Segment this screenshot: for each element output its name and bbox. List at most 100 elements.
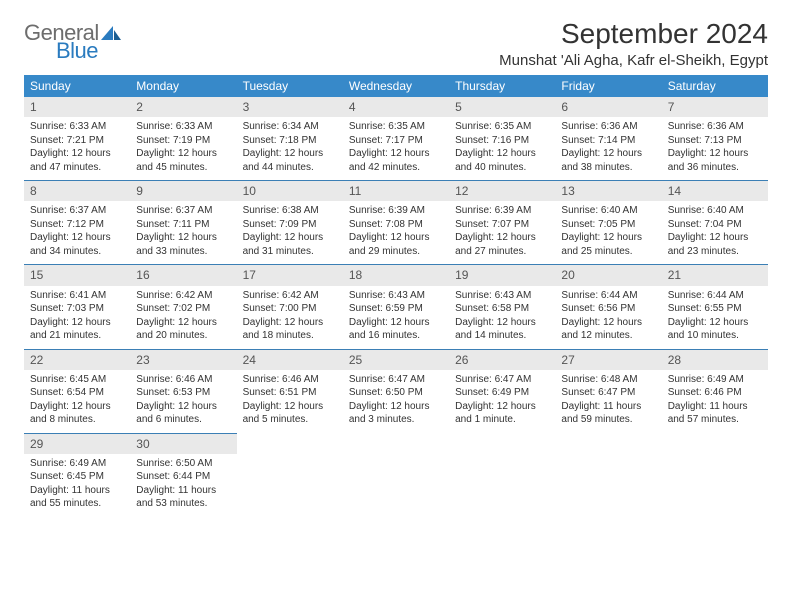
calendar-day-cell: 5Sunrise: 6:35 AMSunset: 7:16 PMDaylight… — [449, 97, 555, 181]
daylight-text: Daylight: 12 hours — [243, 231, 337, 245]
calendar-day-cell: 26Sunrise: 6:47 AMSunset: 6:49 PMDayligh… — [449, 349, 555, 433]
calendar-day-cell: 3Sunrise: 6:34 AMSunset: 7:18 PMDaylight… — [237, 97, 343, 181]
day-number: 6 — [555, 97, 661, 117]
sunset-text: Sunset: 7:19 PM — [136, 134, 230, 148]
sunrise-text: Sunrise: 6:37 AM — [30, 204, 124, 218]
calendar-day-cell: 9Sunrise: 6:37 AMSunset: 7:11 PMDaylight… — [130, 181, 236, 265]
sunset-text: Sunset: 6:46 PM — [668, 386, 762, 400]
day-number: 17 — [237, 265, 343, 285]
day-number: 30 — [130, 434, 236, 454]
daylight-text: Daylight: 12 hours — [349, 316, 443, 330]
calendar-day-cell: 30Sunrise: 6:50 AMSunset: 6:44 PMDayligh… — [130, 433, 236, 517]
day-number: 5 — [449, 97, 555, 117]
daylight-text: Daylight: 12 hours — [455, 316, 549, 330]
daylight-text: and 18 minutes. — [243, 329, 337, 343]
day-number: 29 — [24, 434, 130, 454]
col-monday: Monday — [130, 75, 236, 97]
day-number: 13 — [555, 181, 661, 201]
daylight-text: Daylight: 12 hours — [136, 316, 230, 330]
day-number: 8 — [24, 181, 130, 201]
day-number: 10 — [237, 181, 343, 201]
sunrise-text: Sunrise: 6:37 AM — [136, 204, 230, 218]
daylight-text: and 25 minutes. — [561, 245, 655, 259]
sunrise-text: Sunrise: 6:41 AM — [30, 289, 124, 303]
sunset-text: Sunset: 7:04 PM — [668, 218, 762, 232]
day-number: 18 — [343, 265, 449, 285]
col-friday: Friday — [555, 75, 661, 97]
sunrise-text: Sunrise: 6:45 AM — [30, 373, 124, 387]
day-number: 23 — [130, 350, 236, 370]
sunset-text: Sunset: 7:13 PM — [668, 134, 762, 148]
calendar-table: Sunday Monday Tuesday Wednesday Thursday… — [24, 75, 768, 517]
sunset-text: Sunset: 7:00 PM — [243, 302, 337, 316]
calendar-week-row: 22 Sunrise: 6:45 AMSunset: 6:54 PM Dayligh… — [24, 349, 768, 433]
sunrise-text: Sunrise: 6:34 AM — [243, 120, 337, 134]
sunrise-text: Sunrise: 6:33 AM — [136, 120, 230, 134]
sunset-text: Sunset: 7:03 PM — [30, 302, 124, 316]
sunset-text: Sunset: 7:09 PM — [243, 218, 337, 232]
sunset-text: Sunset: 6:49 PM — [455, 386, 549, 400]
sunrise-text: Sunrise: 6:50 AM — [136, 457, 230, 471]
daylight-text: and 14 minutes. — [455, 329, 549, 343]
daylight-text: Daylight: 12 hours — [349, 147, 443, 161]
daylight-text: and 55 minutes. — [30, 497, 124, 511]
calendar-day-cell: 8Sunrise: 6:37 AMSunset: 7:12 PMDaylight… — [24, 181, 130, 265]
sunrise-text: Sunrise: 6:43 AM — [349, 289, 443, 303]
day-number: 1 — [24, 97, 130, 117]
day-number: 2 — [130, 97, 236, 117]
daylight-text: and 34 minutes. — [30, 245, 124, 259]
daylight-text: and 33 minutes. — [136, 245, 230, 259]
sunset-text: Sunset: 7:18 PM — [243, 134, 337, 148]
daylight-text: and 20 minutes. — [136, 329, 230, 343]
daylight-text: Daylight: 12 hours — [668, 147, 762, 161]
daylight-text: and 10 minutes. — [668, 329, 762, 343]
daylight-text: Daylight: 12 hours — [243, 400, 337, 414]
daylight-text: and 1 minute. — [455, 413, 549, 427]
daylight-text: Daylight: 12 hours — [30, 231, 124, 245]
sunset-text: Sunset: 6:51 PM — [243, 386, 337, 400]
daylight-text: and 23 minutes. — [668, 245, 762, 259]
calendar-day-cell — [237, 433, 343, 517]
location-text: Munshat 'Ali Agha, Kafr el-Sheikh, Egypt — [499, 52, 768, 69]
daylight-text: and 38 minutes. — [561, 161, 655, 175]
logo-text-blue: Blue — [24, 40, 121, 62]
calendar-day-cell — [555, 433, 661, 517]
daylight-text: Daylight: 11 hours — [668, 400, 762, 414]
sunrise-text: Sunrise: 6:36 AM — [561, 120, 655, 134]
sunset-text: Sunset: 6:54 PM — [30, 386, 124, 400]
daylight-text: and 45 minutes. — [136, 161, 230, 175]
daylight-text: and 44 minutes. — [243, 161, 337, 175]
calendar-day-cell: 1Sunrise: 6:33 AMSunset: 7:21 PMDaylight… — [24, 97, 130, 181]
day-number: 16 — [130, 265, 236, 285]
day-number: 28 — [662, 350, 768, 370]
daylight-text: and 57 minutes. — [668, 413, 762, 427]
sunrise-text: Sunrise: 6:44 AM — [668, 289, 762, 303]
daylight-text: and 42 minutes. — [349, 161, 443, 175]
calendar-day-cell: 17Sunrise: 6:42 AMSunset: 7:00 PMDayligh… — [237, 265, 343, 349]
sunrise-text: Sunrise: 6:40 AM — [668, 204, 762, 218]
day-number: 22 — [24, 350, 130, 370]
daylight-text: and 53 minutes. — [136, 497, 230, 511]
daylight-text: Daylight: 12 hours — [136, 231, 230, 245]
sunset-text: Sunset: 6:44 PM — [136, 470, 230, 484]
sunrise-text: Sunrise: 6:49 AM — [668, 373, 762, 387]
day-number: 15 — [24, 265, 130, 285]
sunset-text: Sunset: 7:02 PM — [136, 302, 230, 316]
sunrise-text: Sunrise: 6:48 AM — [561, 373, 655, 387]
daylight-text: and 59 minutes. — [561, 413, 655, 427]
day-number: 20 — [555, 265, 661, 285]
calendar-day-cell: 6Sunrise: 6:36 AMSunset: 7:14 PMDaylight… — [555, 97, 661, 181]
sunset-text: Sunset: 7:21 PM — [30, 134, 124, 148]
sunrise-text: Sunrise: 6:46 AM — [136, 373, 230, 387]
daylight-text: Daylight: 12 hours — [455, 147, 549, 161]
calendar-day-cell: 22Sunrise: 6:45 AMSunset: 6:54 PMDayligh… — [24, 349, 130, 433]
daylight-text: Daylight: 12 hours — [561, 231, 655, 245]
calendar-day-cell: 29Sunrise: 6:49 AMSunset: 6:45 PMDayligh… — [24, 433, 130, 517]
calendar-week-row: 29Sunrise: 6:49 AMSunset: 6:45 PMDayligh… — [24, 433, 768, 517]
daylight-text: Daylight: 12 hours — [668, 316, 762, 330]
calendar-day-cell: 7Sunrise: 6:36 AMSunset: 7:13 PMDaylight… — [662, 97, 768, 181]
day-number: 7 — [662, 97, 768, 117]
daylight-text: Daylight: 12 hours — [349, 400, 443, 414]
day-number: 9 — [130, 181, 236, 201]
day-number: 19 — [449, 265, 555, 285]
